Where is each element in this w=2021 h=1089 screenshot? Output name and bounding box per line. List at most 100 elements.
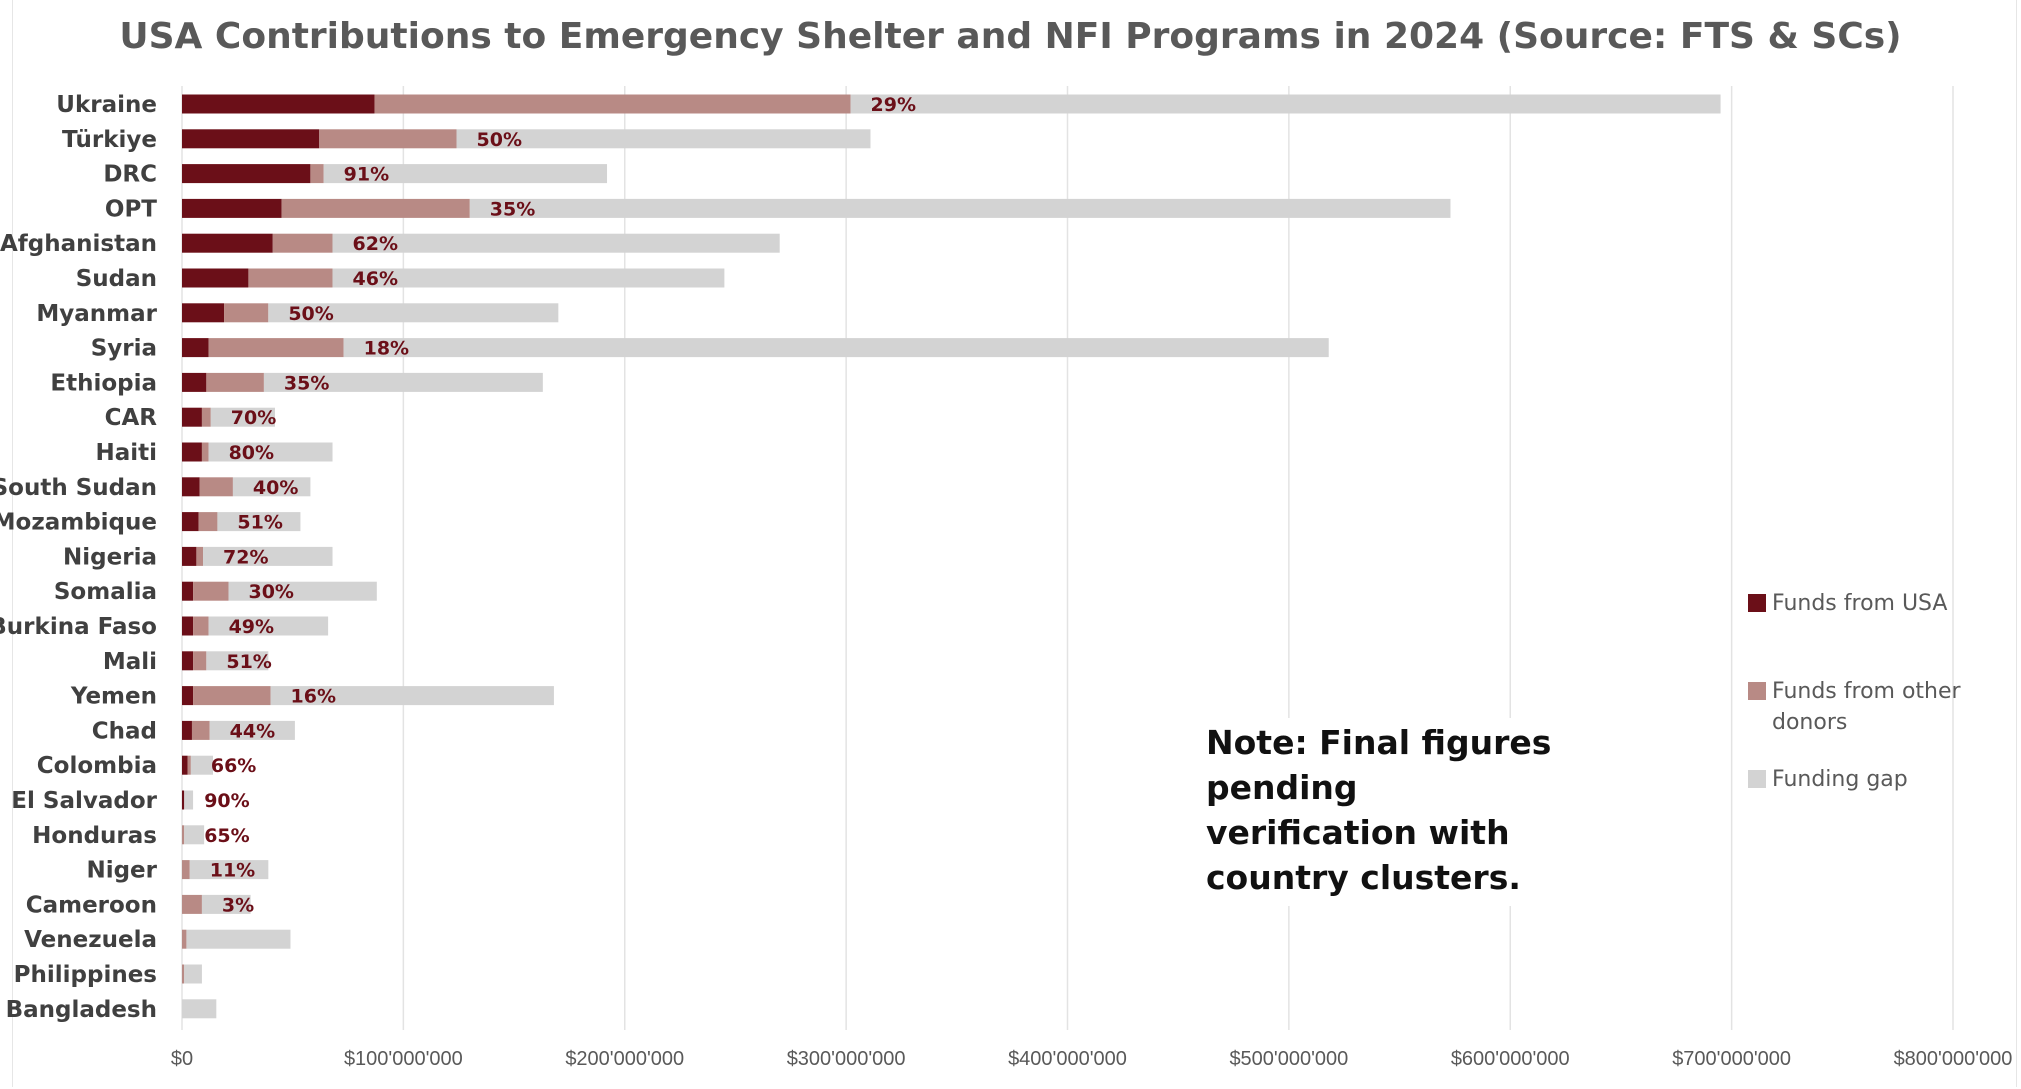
- bar-segment-funding-gap: [323, 164, 608, 184]
- gridlines: [181, 86, 1954, 1030]
- percent-data-label: 44%: [230, 720, 275, 742]
- category-label: Ethiopia: [50, 370, 157, 396]
- category-label: Ukraine: [56, 92, 157, 118]
- percent-data-label: 51%: [226, 651, 271, 673]
- percent-data-label: 65%: [204, 825, 249, 847]
- bar-segment-other-donors: [193, 686, 271, 706]
- category-label: Somalia: [54, 579, 157, 605]
- bar-segment-other-donors: [319, 129, 457, 149]
- bar-segment-usa: [182, 164, 311, 184]
- percent-data-label: 91%: [344, 164, 389, 186]
- bar-segment-other-donors: [193, 651, 207, 671]
- bar-segment-funding-gap: [201, 894, 251, 914]
- category-label: Türkiye: [62, 127, 157, 153]
- bar-segment-other-donors: [193, 616, 209, 636]
- bar-segment-funding-gap: [850, 94, 1721, 114]
- chart-title: USA Contributions to Emergency Shelter a…: [119, 16, 1902, 57]
- category-label: Bangladesh: [6, 997, 157, 1023]
- bar-segment-other-donors: [272, 233, 333, 253]
- bar-segment-usa: [182, 790, 185, 810]
- category-label: Burkina Faso: [0, 614, 157, 640]
- legend-label-other-donors: Funds from other donors: [1772, 679, 1961, 735]
- percent-data-label: 35%: [284, 372, 329, 394]
- bar-segment-funding-gap: [232, 477, 311, 497]
- bar-segment-funding-gap: [270, 686, 554, 706]
- bar-segment-usa: [182, 338, 209, 358]
- category-label: El Salvador: [11, 788, 157, 814]
- percent-data-label: 16%: [291, 686, 336, 708]
- bar-segment-usa: [182, 94, 375, 114]
- category-label: South Sudan: [0, 475, 157, 501]
- percent-data-label: 30%: [248, 581, 293, 603]
- percent-data-label: 50%: [288, 303, 333, 325]
- legend-label-funding-gap: Funding gap: [1772, 767, 1908, 792]
- percent-data-label: 50%: [477, 129, 522, 151]
- category-label: Venezuela: [24, 927, 157, 953]
- chart-frame: [12, 0, 2017, 1087]
- bar-segment-funding-gap: [332, 233, 780, 253]
- category-label: Chad: [92, 718, 157, 744]
- category-label: Haiti: [95, 440, 157, 466]
- bar-segment-funding-gap: [332, 268, 725, 288]
- bar-segment-usa: [182, 720, 192, 740]
- bar-segment-funding-gap: [228, 581, 377, 601]
- bar-segment-other-donors: [196, 546, 204, 566]
- bar-segment-usa: [182, 755, 188, 775]
- category-label: Mali: [103, 649, 157, 675]
- category-label: Mozambique: [0, 510, 157, 536]
- category-label: DRC: [103, 162, 157, 188]
- category-label: OPT: [105, 196, 157, 222]
- category-label: Sudan: [76, 266, 157, 292]
- percent-data-label: 35%: [490, 198, 535, 220]
- bar-segment-usa: [182, 233, 273, 253]
- category-label: CAR: [105, 405, 158, 431]
- bar-segment-other-donors: [201, 407, 211, 427]
- bar-segment-usa: [182, 372, 207, 392]
- bars: [182, 94, 1721, 1019]
- legend-swatch-usa: [1748, 594, 1766, 612]
- bar-segment-usa: [182, 198, 282, 218]
- bar-segment-funding-gap: [184, 790, 194, 810]
- x-tick-label: $100'000'000: [344, 1048, 463, 1070]
- bar-segment-other-donors: [224, 303, 269, 323]
- bar-segment-funding-gap: [186, 929, 291, 949]
- percent-data-label: 72%: [223, 546, 268, 568]
- bar-segment-other-donors: [191, 720, 210, 740]
- x-tick-label: $400'000'000: [1008, 1048, 1127, 1070]
- bar-segment-other-donors: [310, 164, 324, 184]
- category-label: Syria: [91, 336, 157, 362]
- percent-data-label: 29%: [871, 94, 916, 116]
- bar-segment-usa: [182, 407, 202, 427]
- bar-segment-usa: [182, 512, 199, 532]
- bar-segment-funding-gap: [190, 755, 213, 775]
- bar-segment-funding-gap: [456, 129, 871, 149]
- bar-segment-other-donors: [182, 825, 185, 845]
- bar-segment-usa: [182, 268, 249, 288]
- percent-data-label: 90%: [204, 790, 249, 812]
- bar-segment-usa: [182, 303, 225, 323]
- x-tick-label: $300'000'000: [787, 1048, 906, 1070]
- category-label: Philippines: [14, 962, 157, 988]
- percent-data-label: 70%: [231, 407, 276, 429]
- labels: $0 $100'000'000 $200'000'000 $300'000'000 $4…: [0, 92, 2012, 1070]
- x-tick-label: $0: [171, 1048, 193, 1070]
- bar-segment-usa: [182, 546, 197, 566]
- percent-data-label: 46%: [353, 268, 398, 290]
- category-label: Yemen: [70, 684, 157, 710]
- bar-segment-other-donors: [182, 929, 187, 949]
- bar-segment-other-donors: [187, 755, 191, 775]
- category-label: Nigeria: [63, 544, 157, 570]
- x-tick-label: $800'000'000: [1894, 1048, 2013, 1070]
- percent-data-label: 51%: [237, 512, 282, 534]
- bar-segment-other-donors: [281, 198, 470, 218]
- percent-data-label: 49%: [229, 616, 274, 638]
- bar-segment-funding-gap: [206, 651, 269, 671]
- category-label: Honduras: [32, 823, 157, 849]
- bar-segment-usa: [182, 651, 194, 671]
- bar-segment-funding-gap: [184, 825, 205, 845]
- bar-segment-other-donors: [374, 94, 851, 114]
- category-label: Afghanistan: [0, 231, 157, 257]
- bar-segment-usa: [182, 581, 194, 601]
- category-label: Niger: [86, 858, 157, 884]
- bar-segment-funding-gap: [203, 546, 333, 566]
